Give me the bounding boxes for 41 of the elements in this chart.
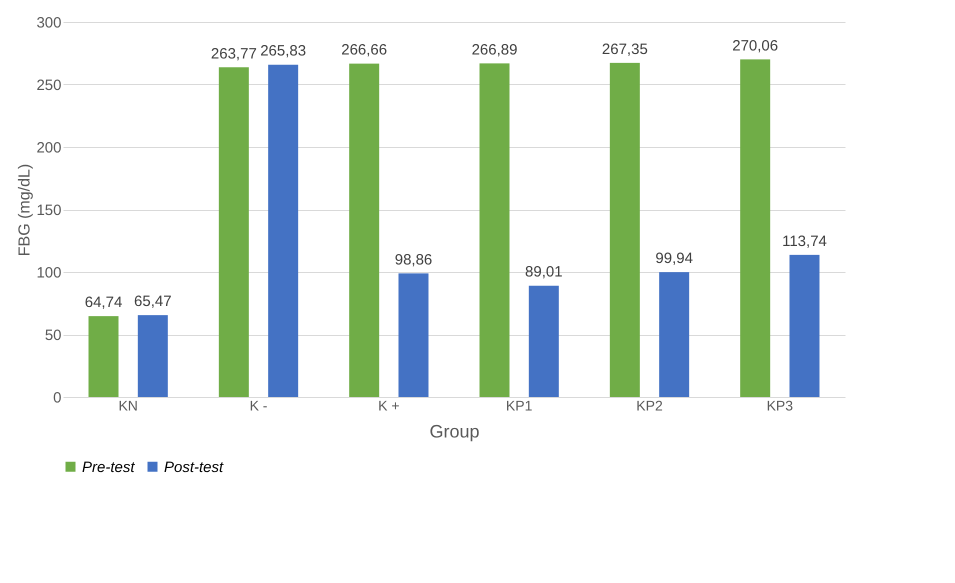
x-tick-label: K + — [378, 398, 400, 414]
bar — [789, 254, 820, 397]
x-tick-label: K - — [250, 398, 268, 414]
data-label: 265,83 — [260, 42, 306, 60]
data-label: 263,77 — [210, 45, 257, 62]
x-tick-label: KP2 — [636, 398, 663, 414]
bar — [138, 315, 168, 397]
bar — [610, 62, 640, 397]
data-label: 113,74 — [782, 232, 827, 250]
data-label: 89,01 — [525, 264, 563, 281]
bar — [349, 64, 380, 397]
bar — [218, 67, 249, 397]
x-tick-label: KP3 — [766, 398, 794, 414]
bar — [659, 272, 690, 397]
data-label: 64,74 — [84, 294, 122, 312]
y-tick-label: 50 — [44, 327, 62, 344]
bar — [268, 64, 298, 397]
legend-label: Post-test — [164, 458, 224, 476]
y-tick-label: 100 — [36, 264, 62, 282]
legend-label: Pre-test — [82, 458, 136, 476]
y-tick-label: 300 — [36, 14, 62, 32]
bar — [398, 273, 428, 397]
x-tick-label: KP1 — [506, 398, 533, 414]
bar — [480, 63, 510, 397]
x-axis-title: Group — [429, 422, 480, 442]
bar — [528, 286, 559, 397]
data-label: 99,94 — [655, 250, 693, 268]
bar — [88, 316, 119, 397]
data-label: 266,89 — [472, 41, 518, 58]
y-tick-label: 150 — [36, 202, 62, 219]
data-label: 266,66 — [341, 42, 388, 59]
x-tick-label: KN — [118, 398, 138, 414]
y-tick-label: 250 — [36, 77, 62, 94]
data-label: 270,06 — [732, 37, 778, 54]
y-axis-title: FBG (mg/dL) — [16, 164, 34, 256]
y-tick-label: 200 — [36, 140, 62, 156]
bar — [740, 59, 770, 397]
data-label: 267,35 — [602, 40, 648, 58]
data-label: 98,86 — [394, 251, 432, 268]
y-tick-label: 0 — [53, 390, 62, 406]
data-label: 65,47 — [134, 293, 172, 310]
